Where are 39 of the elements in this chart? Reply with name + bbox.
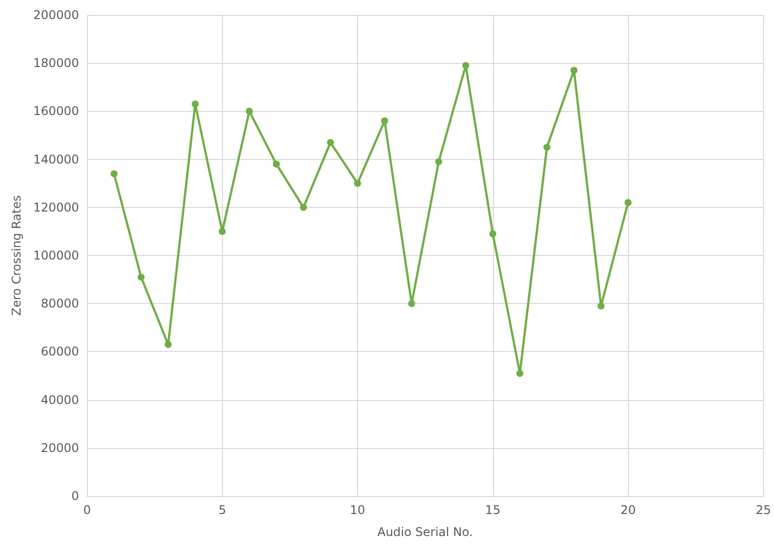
y-tick-label: 40000 bbox=[40, 392, 79, 407]
point bbox=[138, 274, 145, 281]
point bbox=[300, 204, 307, 211]
point bbox=[327, 138, 334, 146]
point bbox=[598, 302, 605, 310]
y-tick-label: 100000 bbox=[33, 248, 79, 262]
point bbox=[516, 370, 524, 377]
y-tick-label: 60000 bbox=[40, 344, 79, 359]
y-tick-label: 120000 bbox=[33, 200, 79, 214]
y-tick-label: 140000 bbox=[33, 152, 79, 166]
point bbox=[381, 117, 388, 124]
y-axis-title: Zero Crossing Rates bbox=[9, 195, 24, 316]
x-tick-label: 10 bbox=[350, 503, 366, 517]
point bbox=[272, 160, 280, 168]
y-tick-label: 0 bbox=[71, 489, 79, 503]
point bbox=[408, 300, 416, 308]
point bbox=[543, 144, 550, 151]
point bbox=[164, 340, 172, 348]
y-tick-label: 160000 bbox=[33, 104, 79, 118]
point bbox=[354, 180, 362, 187]
y-tick-label: 180000 bbox=[33, 56, 79, 70]
x-tick-label: 0 bbox=[83, 503, 91, 517]
point bbox=[246, 108, 253, 115]
point bbox=[489, 230, 496, 238]
point bbox=[462, 62, 470, 70]
x-tick-label: 15 bbox=[485, 503, 500, 517]
point bbox=[624, 199, 632, 206]
y-tick-label: 200000 bbox=[33, 8, 79, 22]
point bbox=[218, 228, 226, 235]
x-tick-label: 20 bbox=[620, 503, 636, 517]
y-tick-label: 80000 bbox=[40, 296, 79, 311]
point bbox=[570, 66, 578, 74]
x-tick-label: 5 bbox=[218, 503, 226, 517]
point bbox=[110, 170, 118, 178]
x-axis-title: Audio Serial No. bbox=[377, 525, 473, 539]
x-tick-label: 25 bbox=[756, 503, 772, 517]
point bbox=[192, 100, 199, 108]
y-tick-label: 20000 bbox=[40, 440, 79, 455]
point bbox=[435, 158, 442, 166]
